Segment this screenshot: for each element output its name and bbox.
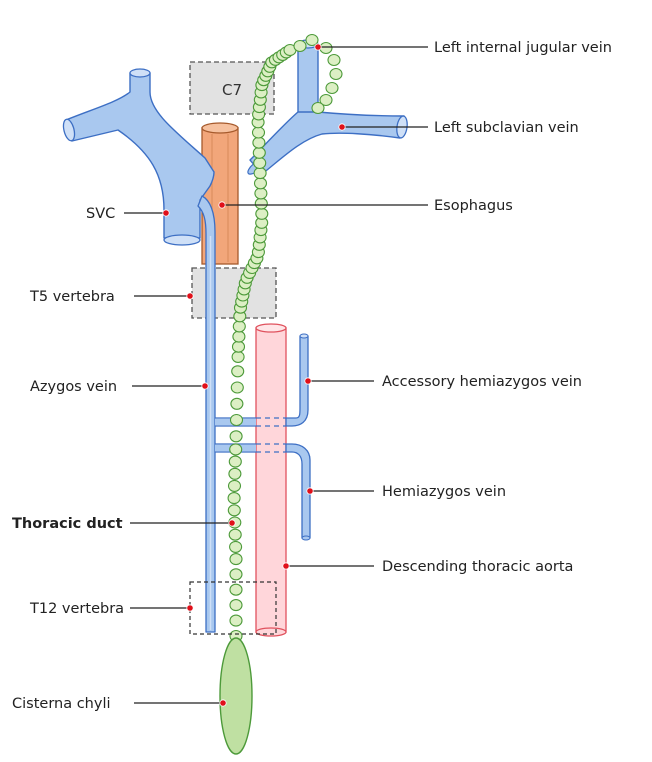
label-esophagus: Esophagus [434,198,513,214]
duct-bead [228,528,242,541]
accessory-hemiazygos-vein [285,333,309,427]
hemiazygos-vein [285,443,311,541]
duct-bead [253,167,267,180]
label-left-subclavian-vein: Left subclavian vein [434,120,579,136]
t5-vertebra [191,267,277,319]
leader-descending-aorta [282,562,374,570]
duct-bead [251,126,266,139]
leader-thoracic-duct [130,519,236,527]
duct-bead [228,455,242,468]
duct-bead [293,39,307,53]
duct-bead [255,207,269,220]
duct-bead [229,568,243,581]
label-hemiazygos-vein: Hemiazygos vein [382,484,506,500]
leader-t12-vertebra [130,604,194,612]
leader-accessory-hemiazygos [304,377,374,385]
duct-bead [252,136,266,149]
duct-bead [311,101,325,115]
duct-bead [229,443,243,456]
duct-bead [229,583,243,596]
superior-vena-cava [62,68,215,246]
leader-hemiazygos [306,487,374,495]
cisterna-chyli [219,637,253,755]
duct-bead [229,614,243,627]
duct-bead [229,430,243,443]
leader-esophagus [218,201,428,209]
duct-bead [253,156,267,170]
c7-label: C7 [222,81,242,99]
label-t12-vertebra: T12 vertebra [29,601,124,617]
duct-bead [232,320,246,333]
duct-bead [252,146,266,159]
duct-bead [327,53,341,67]
azygos-vein [197,195,216,633]
label-descending-thoracic-aorta: Descending thoracic aorta [382,559,573,575]
duct-bead [305,33,319,47]
leader-azygos-vein [132,382,209,390]
duct-bead [231,365,245,378]
duct-bead [229,553,243,566]
duct-bead [227,504,241,517]
label-azygos-vein: Azygos vein [30,379,117,395]
label-svc: SVC [86,206,115,222]
label-cisterna-chyli: Cisterna chyli [12,696,111,712]
label-left-internal-jugular-vein: Left internal jugular vein [434,40,612,56]
leader-t5-vertebra [134,292,194,300]
duct-bead [253,177,268,190]
leader-svc [124,209,170,217]
label-accessory-hemiazygos-vein: Accessory hemiazygos vein [382,374,582,390]
duct-bead [232,330,246,343]
duct-bead [229,540,243,553]
thoracic-duct [227,33,343,643]
leader-left-subclavian [338,123,428,131]
duct-bead [229,413,244,427]
duct-bead [319,93,333,107]
duct-bead [231,340,246,353]
duct-bead [254,197,268,210]
label-t5-vertebra: T5 vertebra [29,289,115,305]
t12-vertebra [189,581,277,635]
duct-bead [229,599,243,612]
duct-bead [231,350,245,363]
duct-bead [230,397,244,410]
duct-bead [329,67,343,81]
leader-left-internal-jugular [314,43,428,51]
duct-bead [319,41,333,55]
duct-bead [325,81,339,95]
leader-cisterna-chyli [134,699,227,707]
left-subclavian-vein [247,111,408,175]
descending-thoracic-aorta [255,323,287,637]
duct-bead [227,479,242,492]
duct-bead [228,467,242,480]
duct-bead [230,381,244,394]
label-thoracic-duct: Thoracic duct [12,516,123,532]
duct-bead [227,492,241,505]
duct-bead [254,187,268,200]
